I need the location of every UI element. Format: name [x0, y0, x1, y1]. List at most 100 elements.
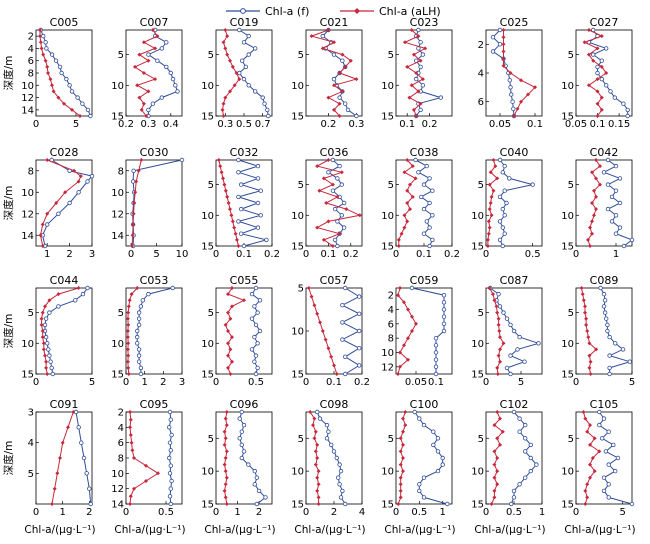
point-lh: [228, 372, 233, 376]
point-lh: [228, 58, 232, 63]
point-f: [136, 322, 142, 328]
point-lh: [582, 40, 587, 45]
y-tick-label: 15: [381, 500, 394, 511]
point-lh: [316, 469, 321, 474]
point-lh: [488, 170, 493, 175]
panel-frame: [395, 29, 453, 117]
y-tick-label: 15: [471, 500, 484, 511]
x-tick-label: 0: [123, 377, 129, 388]
y-tick-label: 3: [28, 408, 34, 419]
point-f: [87, 486, 92, 491]
panel-frame: [305, 411, 363, 505]
x-tick-label: 10: [176, 249, 189, 260]
point-lh: [335, 194, 340, 199]
point-lh: [222, 429, 227, 434]
panel-c032: C032 5 10 150 0.1 0.2: [201, 146, 280, 260]
point-lh: [146, 89, 151, 94]
point-lh: [226, 292, 230, 297]
point-lh: [398, 488, 403, 493]
point-lh: [585, 495, 590, 500]
point-f: [607, 371, 612, 377]
point-f: [329, 442, 334, 448]
point-lh: [340, 52, 345, 57]
point-f: [523, 436, 528, 441]
point-lh: [40, 222, 45, 227]
point-lh: [492, 488, 497, 493]
point-f: [255, 225, 261, 230]
point-lh: [585, 429, 590, 434]
point-f: [598, 285, 603, 291]
series-line-f: [411, 287, 445, 374]
panel-title: C059: [410, 274, 439, 287]
point-lh: [45, 372, 50, 376]
x-tick-label: 5: [153, 249, 159, 260]
point-lh: [216, 158, 221, 162]
point-lh: [402, 225, 407, 230]
panel-frame: [305, 159, 363, 247]
y-axis-label: 深度/m: [2, 314, 15, 349]
point-f: [80, 101, 85, 106]
point-lh: [224, 410, 229, 414]
point-lh: [135, 286, 140, 290]
point-lh: [533, 85, 537, 90]
point-f: [591, 52, 596, 57]
y-tick-label: 10: [471, 339, 484, 350]
point-lh: [590, 219, 594, 224]
x-tick-label: 0: [483, 507, 489, 518]
point-f: [260, 95, 265, 100]
point-f: [175, 89, 180, 94]
point-f: [528, 468, 533, 474]
y-tick-label: 2: [388, 291, 394, 302]
point-lh: [398, 449, 403, 454]
point-lh: [223, 28, 228, 32]
point-f: [497, 304, 503, 309]
x-tick-label: 0.2: [264, 249, 280, 260]
point-lh: [326, 158, 331, 162]
point-lh: [219, 170, 224, 175]
point-f: [509, 92, 514, 97]
point-lh: [156, 471, 160, 476]
point-f: [136, 359, 142, 364]
point-lh: [51, 89, 56, 94]
point-f: [424, 219, 429, 224]
point-f: [433, 371, 439, 377]
point-lh: [312, 303, 317, 308]
point-f: [418, 40, 423, 45]
point-f: [67, 200, 72, 206]
y-tick-label: 10: [381, 348, 394, 359]
point-lh: [332, 40, 336, 45]
point-f: [43, 316, 49, 321]
x-tick-label: 0: [573, 249, 579, 260]
point-lh: [309, 34, 314, 39]
point-lh: [498, 416, 502, 421]
point-lh: [594, 158, 598, 162]
point-lh: [330, 244, 335, 248]
panel-title: C030: [140, 146, 169, 159]
point-lh: [71, 410, 76, 414]
y-axis-label: 深度/m: [2, 186, 15, 221]
y-tick-label: 8: [118, 166, 124, 177]
panel-c021: C021 5 10 15 0.2 0.3: [291, 16, 364, 130]
point-f: [523, 475, 528, 480]
point-lh: [492, 495, 497, 500]
point-f: [138, 371, 144, 377]
point-lh: [592, 436, 597, 441]
y-tick-label: 15: [111, 370, 124, 381]
point-lh: [487, 286, 492, 290]
point-f: [490, 49, 496, 54]
point-f: [430, 213, 435, 218]
point-f: [604, 83, 609, 88]
point-f: [238, 206, 244, 212]
panel-c027: C027 5 10 150.05 0.1 0.15: [561, 16, 633, 130]
point-lh: [43, 353, 47, 358]
point-lh: [398, 462, 403, 467]
y-tick-label: 5: [478, 308, 484, 319]
point-f: [625, 107, 630, 113]
x-tick-label: 0.3: [217, 119, 233, 130]
point-lh: [126, 304, 131, 309]
point-lh: [38, 34, 42, 39]
point-f: [69, 89, 75, 94]
point-lh: [236, 244, 241, 248]
